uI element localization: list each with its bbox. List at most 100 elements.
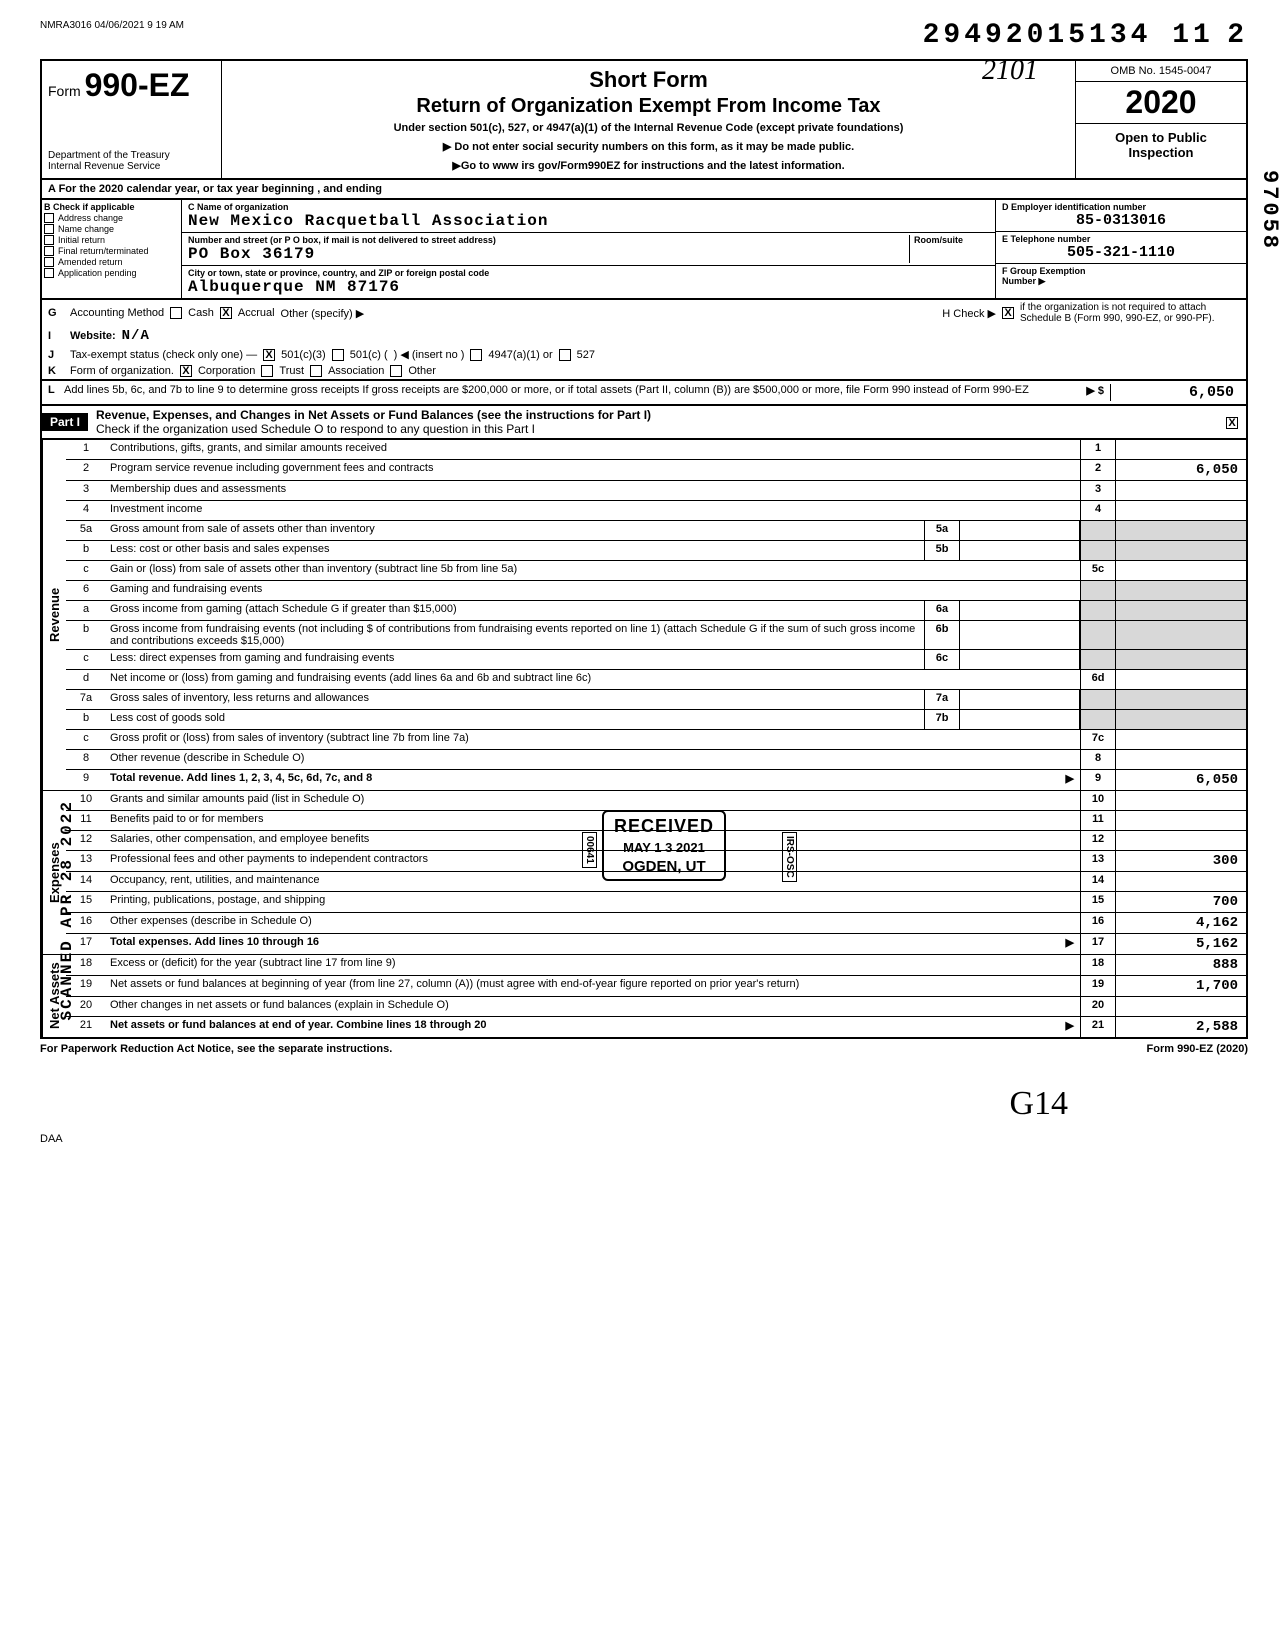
part1-sub: Check if the organization used Schedule …	[96, 422, 535, 436]
chk-527[interactable]	[559, 349, 571, 361]
stamp-side-left: 00641	[582, 832, 597, 868]
line-number: 1	[66, 440, 106, 459]
label-form-org: Form of organization.	[70, 365, 174, 377]
mid-line-value	[960, 690, 1080, 709]
row-i: I Website: N/A	[42, 326, 1246, 346]
label-website: Website:	[70, 330, 116, 342]
line-description: Membership dues and assessments	[106, 481, 1080, 500]
label-accounting-method: Accounting Method	[70, 307, 164, 319]
mid-line-value	[960, 541, 1080, 560]
end-line-value	[1116, 601, 1246, 620]
chk-other-org[interactable]	[390, 365, 402, 377]
chk-501c[interactable]	[332, 349, 344, 361]
form-number: 990-EZ	[85, 67, 190, 103]
form-header: Form 990-EZ Department of the Treasury I…	[40, 59, 1248, 180]
table-row: 16Other expenses (describe in Schedule O…	[66, 913, 1246, 934]
line-number: 5a	[66, 521, 106, 540]
revenue-section: Revenue 1Contributions, gifts, grants, a…	[42, 440, 1246, 790]
end-line-value: 2,588	[1116, 1017, 1246, 1037]
end-line-value	[1116, 872, 1246, 891]
chk-application-pending[interactable]: Application pending	[44, 268, 179, 278]
vert-expenses: Expenses	[42, 791, 66, 954]
title-return: Return of Organization Exempt From Incom…	[234, 95, 1063, 118]
part1-checkbox-wrap: X	[1226, 415, 1246, 429]
end-line-value	[1116, 690, 1246, 709]
lbl-application-pending: Application pending	[58, 268, 137, 278]
end-line-value: 6,050	[1116, 460, 1246, 480]
chk-schedule-o[interactable]: X	[1226, 417, 1238, 429]
chk-trust[interactable]	[261, 365, 273, 377]
table-row: 8Other revenue (describe in Schedule O)8	[66, 750, 1246, 770]
line-number: b	[66, 621, 106, 649]
chk-name-change[interactable]: Name change	[44, 224, 179, 234]
warn-ssn: ▶ Do not enter social security numbers o…	[234, 140, 1063, 153]
line-number: 6	[66, 581, 106, 600]
line-number: b	[66, 710, 106, 729]
chk-final-return[interactable]: Final return/terminated	[44, 246, 179, 256]
table-row: bLess: cost or other basis and sales exp…	[66, 541, 1246, 561]
line-number: 2	[66, 460, 106, 480]
lbl-name-change: Name change	[58, 224, 114, 234]
table-row: 6Gaming and fundraising events	[66, 581, 1246, 601]
end-line-value	[1116, 831, 1246, 850]
table-row: 12Salaries, other compensation, and empl…	[66, 831, 1246, 851]
chk-h-schedule-b[interactable]: X	[1002, 307, 1014, 319]
line-description: Total revenue. Add lines 1, 2, 3, 4, 5c,…	[106, 770, 1060, 790]
end-line-number	[1080, 710, 1116, 729]
expenses-section: Expenses 10Grants and similar amounts pa…	[42, 790, 1246, 954]
line-description: Less cost of goods sold	[106, 710, 924, 729]
end-line-value: 888	[1116, 955, 1246, 975]
lbl-other-method: Other (specify) ▶	[281, 307, 365, 320]
end-line-value	[1116, 670, 1246, 689]
block-ghijk: G Accounting Method Cash XAccrual Other …	[40, 300, 1248, 381]
chk-cash[interactable]	[170, 307, 182, 319]
chk-4947[interactable]	[470, 349, 482, 361]
mid-line-number: 5b	[924, 541, 960, 560]
chk-corporation[interactable]: X	[180, 365, 192, 377]
chk-association[interactable]	[310, 365, 322, 377]
table-row: cGain or (loss) from sale of assets othe…	[66, 561, 1246, 581]
arrow-icon: ▶	[1060, 1017, 1080, 1037]
lbl-trust: Trust	[279, 365, 304, 377]
chk-amended-return[interactable]: Amended return	[44, 257, 179, 267]
end-line-value: 4,162	[1116, 913, 1246, 933]
chk-address-change[interactable]: Address change	[44, 213, 179, 223]
label-address: Number and street (or P O box, if mail i…	[188, 235, 909, 245]
tax-year: 2020	[1076, 82, 1246, 124]
rows-revenue: 1Contributions, gifts, grants, and simil…	[66, 440, 1246, 790]
line-number: c	[66, 650, 106, 669]
row-j: J Tax-exempt status (check only one) — X…	[42, 346, 1246, 363]
line-description: Gross amount from sale of assets other t…	[106, 521, 924, 540]
end-line-number: 14	[1080, 872, 1116, 891]
line-description: Other revenue (describe in Schedule O)	[106, 750, 1080, 769]
mid-line-number: 6a	[924, 601, 960, 620]
chk-initial-return[interactable]: Initial return	[44, 235, 179, 245]
chk-501c3[interactable]: X	[263, 349, 275, 361]
end-line-number	[1080, 601, 1116, 620]
omb-number: OMB No. 1545-0047	[1076, 61, 1246, 82]
end-line-value	[1116, 997, 1246, 1016]
lbl-501c: 501(c) (	[350, 349, 388, 361]
mid-line-value	[960, 521, 1080, 540]
end-line-number: 6d	[1080, 670, 1116, 689]
table-row: 11Benefits paid to or for members11	[66, 811, 1246, 831]
end-line-value: 300	[1116, 851, 1246, 871]
line-description: Grants and similar amounts paid (list in…	[106, 791, 1080, 810]
table-row: bLess cost of goods sold7b	[66, 710, 1246, 730]
end-line-number: 2	[1080, 460, 1116, 480]
line-number: 3	[66, 481, 106, 500]
txt-h: if the organization is not required to a…	[1020, 302, 1240, 324]
lbl-other-org: Other	[408, 365, 436, 377]
end-line-value	[1116, 521, 1246, 540]
table-row: dNet income or (loss) from gaming and fu…	[66, 670, 1246, 690]
table-row: 14Occupancy, rent, utilities, and mainte…	[66, 872, 1246, 892]
dept-irs: Internal Revenue Service	[48, 161, 215, 172]
label-org-name: C Name of organization	[188, 202, 989, 212]
table-row: 15Printing, publications, postage, and s…	[66, 892, 1246, 913]
form-prefix: Form	[48, 83, 81, 99]
chk-accrual[interactable]: X	[220, 307, 232, 319]
line-description: Total expenses. Add lines 10 through 16	[106, 934, 1060, 954]
end-line-number: 9	[1080, 770, 1116, 790]
mid-line-number: 7a	[924, 690, 960, 709]
line-description: Investment income	[106, 501, 1080, 520]
